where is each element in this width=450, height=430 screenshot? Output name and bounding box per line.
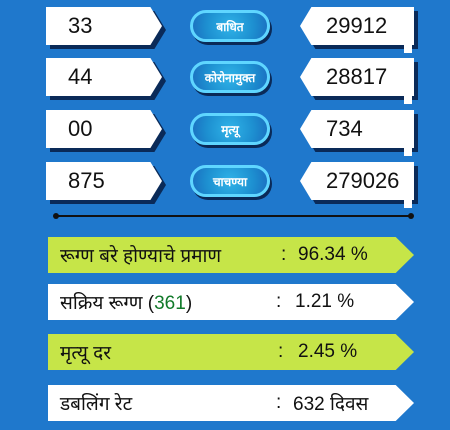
row-1-right-text: 29912 [326, 13, 388, 38]
row-2-right-value: 28817 [300, 58, 414, 96]
row-1-left-value: 33 [46, 7, 162, 45]
row-4-right-value: 279026 [300, 162, 414, 200]
row-2-label-pill: कोरोनामुक्त [190, 61, 270, 93]
stat-active-label-close: ) [185, 293, 193, 314]
row-3-label: मृत्यू [221, 122, 239, 137]
stat-recovery-colon: : [281, 244, 287, 265]
row-4-label-pill: चाचण्या [190, 165, 270, 197]
row-1-label: बाधित [216, 19, 244, 34]
row-1-corner [404, 45, 412, 53]
stat-death-label: मृत्यू दर [60, 343, 112, 364]
divider-line [56, 215, 411, 217]
stat-active-rate: सक्रिय रूग्ण (361) : 1.21 % [48, 284, 414, 320]
row-4-corner [404, 200, 412, 208]
row-2-right-text: 28817 [326, 64, 388, 89]
row-4-label: चाचण्या [212, 174, 248, 189]
stat-active-label: सक्रिय रूग्ण (361) [60, 289, 192, 315]
row-2-left-text: 44 [68, 64, 93, 89]
row-3-right-value: 734 [300, 110, 414, 148]
stat-doubling-label: डबलिंग रेट [60, 394, 133, 415]
stat-active-colon: : [276, 291, 282, 312]
row-1-left-text: 33 [68, 13, 93, 38]
stat-active-label-text: सक्रिय रूग्ण ( [60, 293, 155, 314]
row-3-left-text: 00 [68, 116, 93, 141]
row-4-left-text: 875 [68, 168, 105, 193]
stat-recovery-value: 96.34 % [298, 244, 368, 265]
stat-doubling-rate: डबलिंग रेट : 632 दिवस [48, 385, 414, 421]
row-3-right-text: 734 [326, 116, 363, 141]
stat-active-count: 361 [154, 293, 186, 314]
row-2-left-value: 44 [46, 58, 162, 96]
stat-recovery-rate: रूग्ण बरे होण्याचे प्रमाण : 96.34 % [48, 237, 414, 273]
stat-death-rate: मृत्यू दर : 2.45 % [48, 334, 414, 370]
row-2-corner [404, 96, 412, 104]
row-3-label-pill: मृत्यू [190, 113, 270, 145]
row-1-right-value: 29912 [300, 7, 414, 45]
divider-left-dot [53, 213, 59, 219]
row-1-label-pill: बाधित [190, 10, 270, 42]
stat-death-value: 2.45 % [298, 341, 358, 362]
row-2-label: कोरोनामुक्त [204, 70, 256, 85]
stat-active-value: 1.21 % [295, 291, 355, 312]
stat-doubling-colon: : [276, 392, 282, 413]
row-3-left-value: 00 [46, 110, 162, 148]
row-4-right-text: 279026 [326, 168, 400, 193]
divider-right-dot [408, 213, 414, 219]
row-4-left-value: 875 [46, 162, 162, 200]
row-3-corner [404, 148, 412, 156]
stat-death-colon: : [278, 341, 284, 362]
stat-recovery-label: रूग्ण बरे होण्याचे प्रमाण [60, 246, 222, 267]
stat-doubling-value: 632 दिवस [293, 394, 369, 415]
